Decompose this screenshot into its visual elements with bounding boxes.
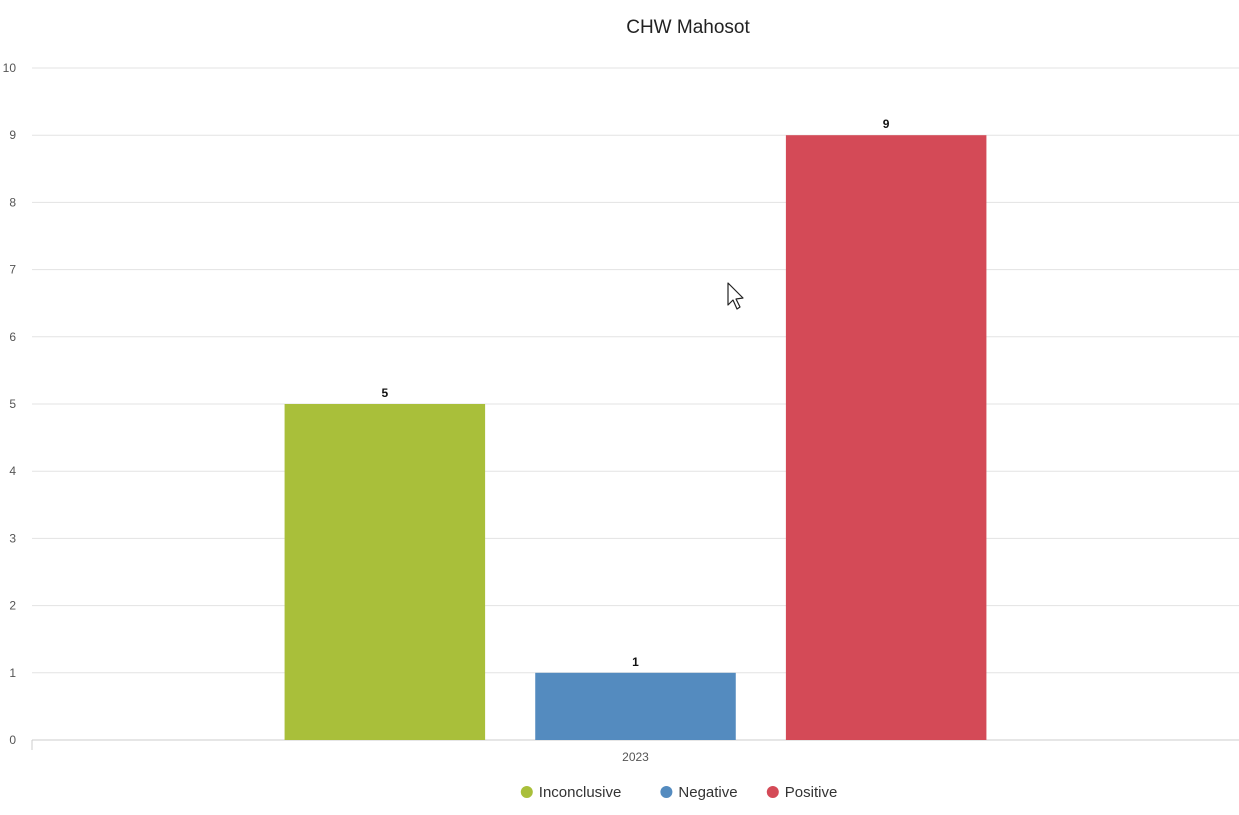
chart-title: CHW Mahosot	[626, 17, 750, 38]
legend-label: Positive	[785, 784, 838, 801]
legend-item-positive[interactable]: Positive	[766, 784, 838, 801]
y-tick-label: 8	[9, 195, 16, 209]
data-label: 9	[883, 117, 890, 131]
y-tick-label: 2	[9, 599, 16, 613]
y-tick-label: 3	[9, 531, 16, 545]
legend-marker	[766, 786, 779, 798]
y-tick-label: 10	[3, 61, 17, 75]
data-label: 1	[632, 655, 639, 669]
y-tick-label: 9	[9, 128, 16, 142]
bar-inconclusive[interactable]	[284, 404, 486, 740]
bar-positive[interactable]	[785, 135, 987, 740]
gridlines	[32, 67, 1239, 674]
legend[interactable]: Inconclusive Negative Positive	[520, 784, 838, 801]
y-tick-label: 7	[9, 263, 16, 277]
y-tick-label: 4	[9, 464, 16, 478]
legend-label: Negative	[678, 784, 737, 801]
y-tick-label: 5	[9, 397, 16, 411]
y-tick-label: 6	[9, 330, 16, 344]
data-label: 5	[382, 386, 389, 400]
legend-marker	[520, 786, 533, 798]
axes: 0 1 2 3 4 5 6 7 8 9 10 2023	[3, 61, 1239, 764]
data-labels: 5 1 9	[382, 117, 890, 669]
x-category-label: 2023	[622, 750, 649, 764]
bars	[284, 135, 987, 740]
legend-item-inconclusive[interactable]: Inconclusive	[520, 784, 622, 801]
y-tick-label: 0	[9, 733, 16, 747]
mouse-pointer-icon	[727, 282, 744, 310]
legend-marker	[660, 786, 673, 798]
legend-label: Inconclusive	[539, 784, 622, 801]
legend-item-negative[interactable]: Negative	[660, 784, 738, 801]
bar-negative[interactable]	[535, 672, 736, 740]
y-tick-label: 1	[9, 666, 16, 680]
